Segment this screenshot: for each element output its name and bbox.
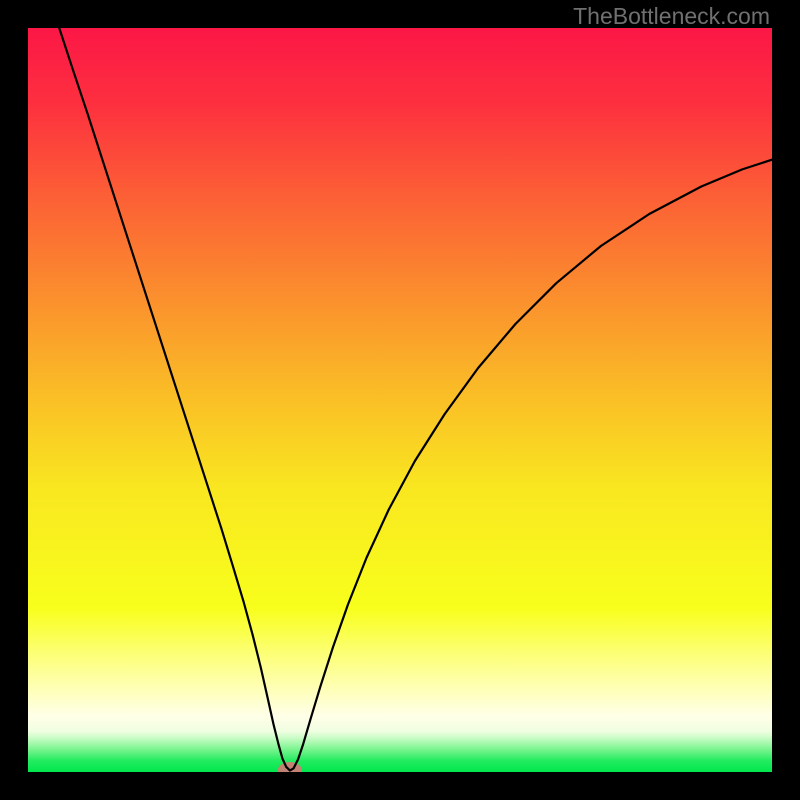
gradient-background: [28, 28, 772, 772]
chart-frame: TheBottleneck.com: [0, 0, 800, 800]
chart-svg: [28, 28, 772, 772]
watermark-text: TheBottleneck.com: [573, 3, 770, 30]
plot-area: [28, 28, 772, 772]
